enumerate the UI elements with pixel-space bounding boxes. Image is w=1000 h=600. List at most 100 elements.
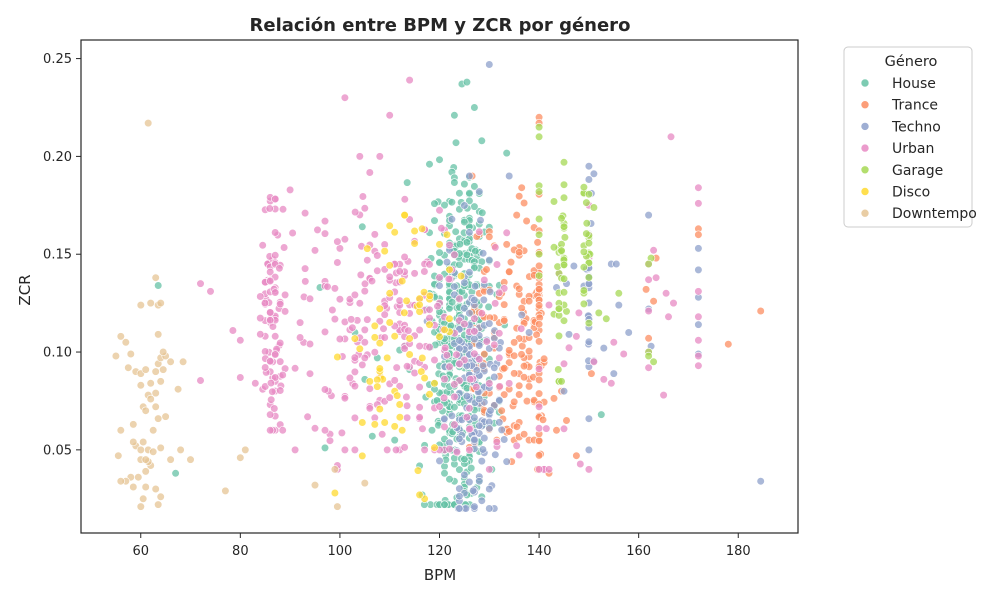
point-urban [491, 299, 500, 308]
point-downtempo [161, 412, 170, 421]
point-trance [515, 381, 524, 390]
point-trance [534, 320, 544, 329]
point-techno [614, 301, 623, 310]
point-techno [497, 425, 506, 435]
point-disco [390, 422, 399, 431]
point-urban [607, 379, 616, 388]
point-urban [669, 299, 678, 308]
point-urban [291, 445, 300, 455]
point-techno [584, 414, 594, 423]
point-trance [518, 342, 527, 351]
point-techno [447, 215, 457, 224]
point-urban [400, 443, 409, 452]
point-house [435, 155, 444, 164]
point-techno [455, 434, 464, 443]
point-urban [330, 284, 340, 293]
x-axis-ticks: 60 80 100 120 140 160 180 [132, 533, 751, 559]
y-axis-ticks: 0.05 0.10 0.15 0.20 0.25 [43, 52, 81, 458]
point-urban [599, 375, 608, 384]
point-urban [267, 395, 276, 404]
point-urban [370, 348, 379, 357]
point-trance [552, 426, 561, 435]
point-downtempo [154, 330, 163, 339]
point-trance [534, 301, 544, 310]
point-urban [370, 230, 379, 239]
point-house [171, 469, 180, 478]
point-house [502, 149, 511, 158]
point-urban [572, 332, 581, 341]
point-disco [415, 300, 424, 309]
point-urban [271, 194, 280, 204]
point-garage [584, 319, 594, 328]
point-urban [350, 353, 360, 362]
legend-frame [843, 46, 973, 228]
point-urban [534, 364, 544, 374]
point-urban [404, 326, 413, 335]
point-house [451, 227, 460, 236]
point-disco [435, 332, 444, 341]
point-trance [502, 240, 511, 249]
point-urban [360, 204, 369, 213]
point-downtempo [166, 357, 175, 366]
point-urban [320, 217, 330, 226]
point-urban [445, 241, 454, 250]
point-urban [276, 300, 285, 309]
point-downtempo [129, 437, 138, 447]
point-urban [492, 437, 501, 447]
point-disco [370, 420, 379, 429]
point-downtempo [154, 500, 163, 509]
point-urban [445, 445, 454, 454]
point-trance [500, 364, 509, 373]
point-house [455, 189, 464, 198]
point-techno [694, 265, 703, 275]
point-urban [480, 275, 489, 285]
point-disco [430, 379, 439, 388]
point-urban [694, 312, 703, 321]
point-urban [420, 267, 429, 276]
x-tick-label: 180 [726, 544, 751, 559]
point-disco [420, 288, 429, 297]
point-urban [444, 274, 454, 284]
point-techno [435, 456, 444, 466]
point-techno [584, 337, 594, 346]
point-garage [582, 198, 591, 207]
legend-marker-trance [860, 100, 870, 109]
point-trance [512, 211, 521, 220]
point-urban [251, 379, 260, 388]
point-techno [524, 328, 534, 337]
point-disco [402, 296, 411, 306]
point-trance [480, 350, 489, 359]
point-trance [587, 369, 596, 378]
point-disco [405, 350, 414, 359]
point-urban [425, 260, 434, 269]
point-house [440, 469, 449, 478]
point-urban [350, 382, 360, 391]
point-urban [465, 404, 474, 413]
point-disco [383, 353, 392, 363]
point-house [460, 217, 469, 227]
point-urban [415, 342, 424, 351]
point-urban [333, 258, 342, 267]
point-disco [358, 418, 367, 427]
point-urban [644, 363, 653, 372]
point-techno [477, 457, 486, 466]
point-disco [435, 240, 444, 249]
point-garage [534, 250, 544, 259]
point-disco [413, 466, 423, 475]
point-urban [415, 413, 424, 422]
point-trance [524, 297, 534, 306]
point-trance [756, 306, 765, 316]
point-disco [418, 353, 427, 363]
point-disco [445, 314, 454, 323]
point-urban [450, 380, 459, 389]
point-urban [276, 386, 285, 395]
point-urban [505, 379, 514, 388]
point-disco [375, 339, 384, 348]
point-house [462, 77, 472, 87]
point-urban [390, 376, 399, 385]
point-urban [350, 367, 360, 377]
point-urban [450, 392, 459, 402]
point-urban [584, 465, 594, 474]
point-trance [534, 375, 544, 385]
point-urban [360, 287, 369, 296]
